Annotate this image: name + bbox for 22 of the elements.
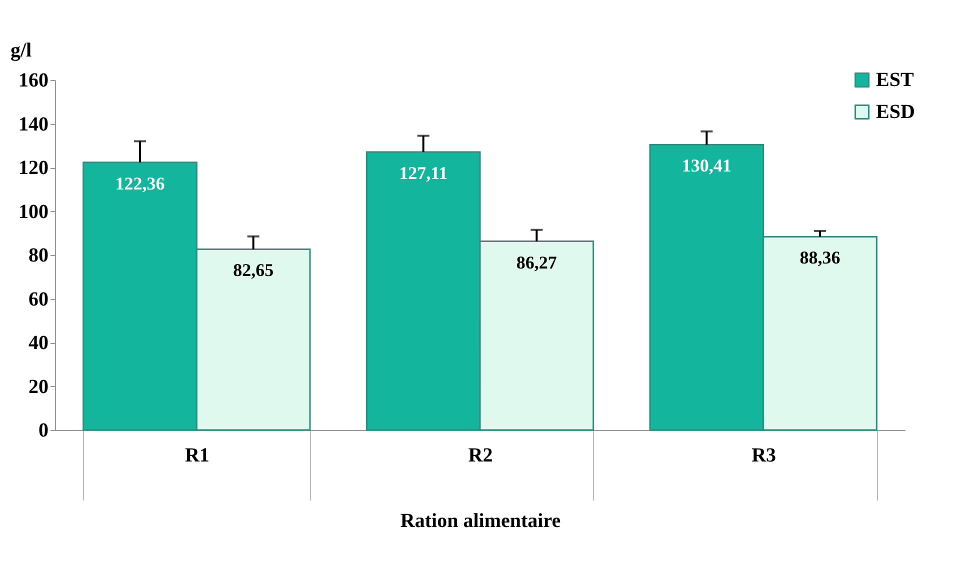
data-label: 86,27: [516, 252, 557, 272]
y-tick-label: 60: [28, 288, 48, 310]
legend-label: EST: [876, 69, 914, 91]
y-tick-label: 40: [28, 332, 48, 354]
y-tick-label: 20: [28, 376, 48, 398]
x-tick-label: R3: [752, 444, 776, 466]
data-label: 88,36: [800, 248, 840, 268]
data-label: 130,41: [682, 156, 732, 176]
y-tick-label: 120: [18, 157, 48, 179]
data-label: 82,65: [233, 260, 274, 280]
y-tick-label: 140: [18, 113, 48, 136]
y-tick-label: 0: [38, 420, 48, 442]
legend-label: ESD: [876, 101, 915, 123]
y-tick-label: 100: [18, 200, 48, 223]
y-axis-title: g/l: [10, 40, 32, 62]
x-axis-title: Ration alimentaire: [400, 510, 561, 532]
x-tick-label: R2: [468, 444, 493, 466]
data-label: 127,11: [399, 162, 448, 183]
x-tick-label: R1: [184, 444, 210, 466]
data-label: 122,36: [115, 173, 165, 194]
y-tick-label: 160: [18, 70, 48, 92]
y-tick-label: 80: [28, 244, 48, 266]
